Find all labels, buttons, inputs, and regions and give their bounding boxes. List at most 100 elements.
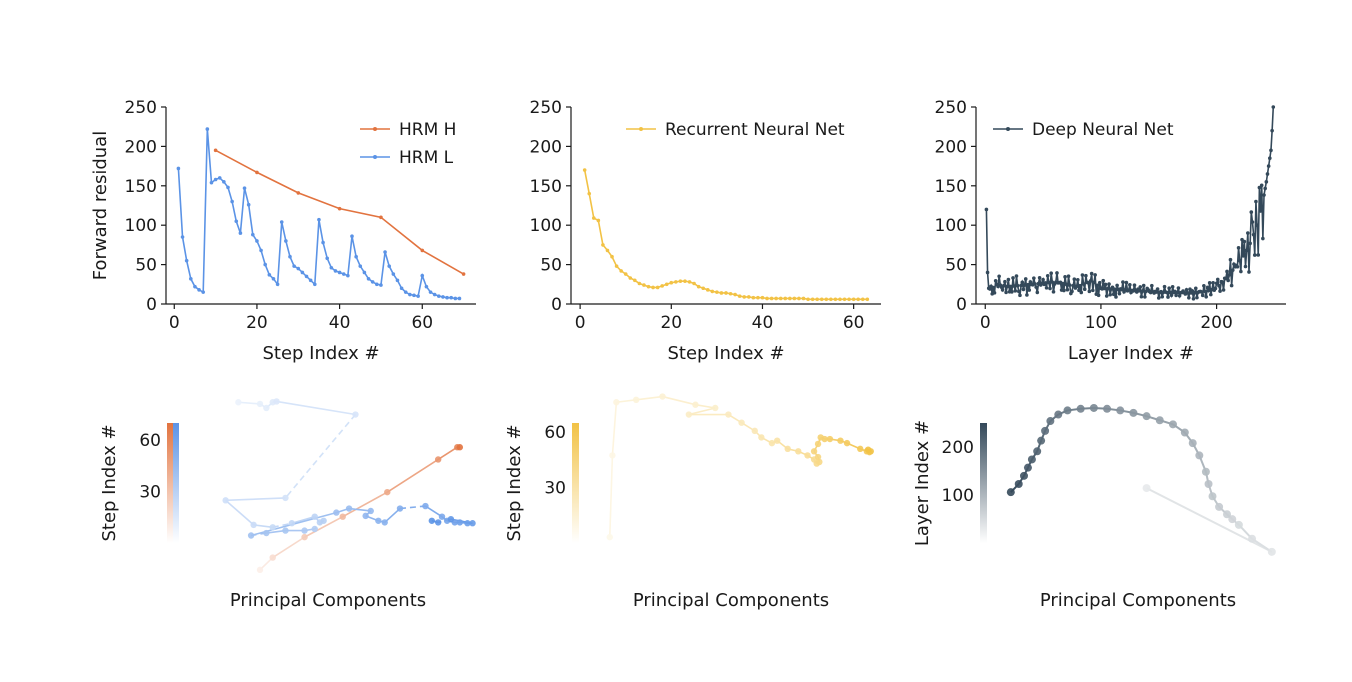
data-point <box>1063 275 1067 279</box>
trajectory-point <box>804 452 811 459</box>
trajectory-point <box>1116 406 1125 415</box>
data-point <box>985 270 990 275</box>
data-point <box>751 295 756 300</box>
data-point <box>988 287 992 291</box>
data-point <box>213 177 218 182</box>
data-point <box>1257 185 1262 190</box>
data-point <box>642 283 646 287</box>
data-point <box>1155 287 1160 291</box>
data-point <box>317 217 321 222</box>
trajectory-point <box>1006 488 1015 497</box>
data-point <box>226 185 230 190</box>
data-point <box>412 293 416 298</box>
rnn-pca-panel: 30 60 Step Index # Principal Components <box>504 393 874 611</box>
data-point <box>737 294 742 298</box>
legend-marker <box>373 155 377 159</box>
data-point <box>1250 220 1255 224</box>
data-point <box>1015 283 1020 288</box>
trajectory-point <box>768 439 776 447</box>
trajectory-point <box>1063 406 1072 415</box>
trajectory-segment <box>636 395 663 401</box>
trajectory-point <box>263 529 270 537</box>
trajectory-point <box>659 393 666 400</box>
data-point <box>271 276 276 281</box>
trajectory-segment <box>695 403 716 409</box>
trajectory-point <box>795 448 802 455</box>
data-point <box>1004 290 1008 295</box>
data-point <box>719 291 724 295</box>
trajectory-point <box>1142 484 1151 493</box>
data-point <box>1124 280 1129 285</box>
data-point <box>819 297 824 302</box>
data-point <box>242 186 247 190</box>
data-point <box>333 269 338 273</box>
data-point <box>728 291 733 296</box>
data-point <box>1062 288 1066 293</box>
trajectory-segment <box>384 507 401 524</box>
trajectory-segment <box>437 446 458 461</box>
data-point <box>1205 285 1210 290</box>
data-point <box>284 239 288 243</box>
data-point <box>1074 284 1079 289</box>
data-point <box>646 284 651 289</box>
y-tick-label: 100 <box>530 216 562 236</box>
data-point <box>366 276 371 281</box>
data-point <box>267 273 272 277</box>
series-line <box>215 149 464 275</box>
y-tick-label: 0 <box>551 295 562 315</box>
data-point <box>1209 292 1213 297</box>
y-tick-label: 250 <box>125 98 157 118</box>
data-point <box>209 180 214 185</box>
data-point <box>255 239 259 243</box>
data-point <box>1095 283 1100 288</box>
data-point <box>619 269 623 273</box>
data-point <box>275 282 280 287</box>
data-point <box>797 296 801 301</box>
trajectory-point <box>434 456 442 463</box>
data-point <box>1121 280 1125 284</box>
data-point <box>769 296 774 301</box>
x-axis-label: Principal Components <box>230 590 426 611</box>
trajectory-point <box>311 513 318 520</box>
trajectory-point <box>434 519 442 526</box>
data-point <box>783 296 788 301</box>
data-point <box>1204 294 1208 299</box>
data-point <box>292 264 296 268</box>
data-point <box>715 290 719 294</box>
data-point <box>395 278 400 283</box>
data-point <box>596 218 601 223</box>
trajectory-point <box>758 434 765 441</box>
legend-label: HRM L <box>399 148 454 168</box>
data-point <box>1022 283 1027 287</box>
trajectory-point <box>311 525 318 533</box>
data-point <box>234 219 239 224</box>
data-point <box>296 191 301 195</box>
data-point <box>201 290 205 294</box>
x-tick-label: 40 <box>752 313 774 333</box>
x-axis-label: Step Index # <box>262 343 379 364</box>
data-point <box>1170 284 1175 289</box>
data-point <box>1177 293 1182 298</box>
data-point <box>1091 288 1095 293</box>
trajectory-segment <box>349 507 371 512</box>
data-point <box>1221 288 1226 292</box>
data-point <box>847 297 851 302</box>
trajectory-point <box>1180 428 1189 437</box>
data-point <box>1033 282 1037 286</box>
data-point <box>1143 295 1147 299</box>
data-point <box>403 290 408 294</box>
data-point <box>1150 283 1154 288</box>
y-tick-label: 250 <box>530 98 562 118</box>
y-tick-label: 50 <box>945 256 967 276</box>
data-point <box>1193 286 1198 291</box>
data-point <box>1067 283 1072 287</box>
trajectory-segment <box>238 401 261 405</box>
data-point <box>1093 273 1097 277</box>
x-tick-label: 20 <box>246 313 268 333</box>
data-point <box>1026 282 1030 287</box>
data-point <box>432 292 437 297</box>
trajectory-point <box>685 411 693 418</box>
data-point <box>383 250 387 254</box>
data-point <box>375 282 379 287</box>
trajectory-segment <box>291 515 315 525</box>
